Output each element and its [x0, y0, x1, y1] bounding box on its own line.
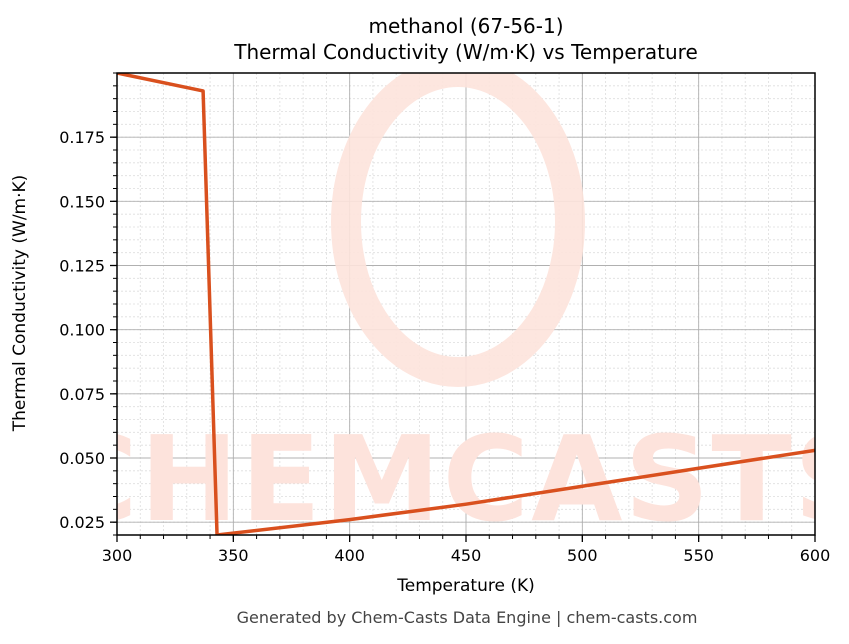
- svg-text:0.050: 0.050: [59, 449, 105, 468]
- svg-text:0.100: 0.100: [59, 321, 105, 340]
- svg-text:CHEMCASTS: CHEMCASTS: [51, 410, 849, 548]
- x-axis-label: Temperature (K): [397, 576, 535, 596]
- svg-text:300: 300: [102, 546, 133, 565]
- chart-title-property: Thermal Conductivity (W/m·K) vs Temperat…: [234, 40, 698, 64]
- svg-text:400: 400: [334, 546, 365, 565]
- svg-text:600: 600: [800, 546, 831, 565]
- y-axis-label: Thermal Conductivity (W/m·K): [10, 174, 30, 432]
- watermark: CHEMCASTS: [51, 73, 849, 548]
- svg-text:0.175: 0.175: [59, 128, 105, 147]
- y-axis: 0.025 0.050 0.075 0.100 0.125 0.150 0.175: [59, 72, 117, 536]
- svg-text:0.125: 0.125: [59, 257, 105, 276]
- thermal-conductivity-line: [117, 73, 815, 535]
- svg-text:0.075: 0.075: [59, 385, 105, 404]
- svg-text:0.150: 0.150: [59, 192, 105, 211]
- footer-credit: Generated by Chem-Casts Data Engine | ch…: [236, 608, 698, 627]
- svg-text:0.025: 0.025: [59, 513, 105, 532]
- svg-text:550: 550: [683, 546, 714, 565]
- chart-title-compound: methanol (67-56-1): [368, 14, 564, 38]
- svg-text:350: 350: [218, 546, 249, 565]
- svg-text:450: 450: [451, 546, 482, 565]
- svg-text:500: 500: [567, 546, 598, 565]
- x-axis: 300 350 400 450 500 550 600: [102, 535, 831, 565]
